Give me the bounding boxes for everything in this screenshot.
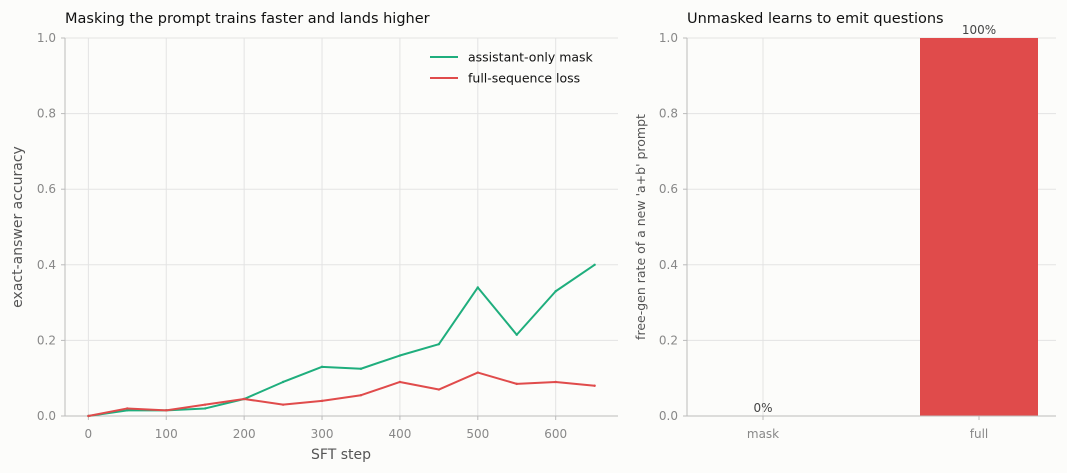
data-point [398, 354, 402, 357]
bar-full [920, 38, 1038, 416]
x-tick-label: 500 [466, 427, 489, 441]
bar-chart-bars: 0% 100% [753, 23, 1038, 416]
bar-chart-panel: 0% 100% 0.0 0.2 0.4 0.6 0.8 1.0 mask full Unmask… [633, 11, 1056, 441]
data-point [437, 342, 441, 346]
x-tick-label: full [970, 427, 989, 441]
y-tick-label: 0.4 [659, 258, 678, 272]
data-point [165, 409, 168, 412]
data-point [87, 414, 90, 418]
x-tick-label: 400 [388, 427, 411, 441]
bar-chart-axes [686, 38, 1056, 417]
line-chart-panel: 0 100 200 300 400 500 600 0.0 0.2 0.4 0.6 0.8 1.0 Ma… [10, 11, 618, 463]
x-tick-label: 600 [544, 427, 567, 441]
data-point [359, 367, 363, 370]
x-tick-label: 300 [311, 427, 334, 441]
x-tick-label: 100 [155, 427, 178, 441]
y-tick-label: 0.8 [659, 107, 678, 121]
line-chart-ticks: 0 100 200 300 400 500 600 0.0 0.2 0.4 0.6 0.8 1.0 [37, 31, 567, 441]
data-point [593, 263, 596, 266]
data-point [126, 407, 129, 410]
data-point [281, 380, 285, 384]
x-tick-label: mask [747, 427, 779, 441]
data-point [476, 286, 480, 289]
line-chart-title: Masking the prompt trains faster and lan… [65, 11, 430, 27]
data-point [242, 397, 246, 401]
bar-chart-title: Unmasked learns to emit questions [687, 11, 944, 27]
data-point [476, 371, 480, 374]
data-point [554, 380, 557, 384]
line-chart-grid [65, 37, 618, 417]
bar-value-label: 100% [962, 23, 996, 37]
data-point [515, 382, 518, 386]
bar-chart-ticks: 0.0 0.2 0.4 0.6 0.8 1.0 mask full [659, 31, 988, 441]
data-point [281, 403, 285, 406]
legend-label: assistant-only mask [468, 50, 594, 65]
data-point [359, 394, 363, 397]
data-point [203, 403, 207, 406]
y-tick-label: 0.8 [37, 107, 56, 121]
y-tick-label: 1.0 [37, 31, 56, 45]
x-tick-label: 200 [233, 427, 256, 441]
y-tick-label: 0.6 [659, 182, 678, 196]
line-chart-axes [64, 38, 618, 417]
x-tick-label: 0 [85, 427, 93, 441]
data-point [437, 388, 441, 391]
legend-label: full-sequence loss [468, 71, 580, 86]
line-chart-ylabel: exact-answer accuracy [10, 146, 26, 308]
data-point [320, 365, 324, 369]
line-chart-series [87, 263, 596, 418]
series-line-full-sequence-loss [88, 371, 595, 417]
bar-chart-ylabel: free-gen rate of a new 'a+b' prompt [633, 114, 648, 340]
data-point [398, 380, 402, 384]
y-tick-label: 0.4 [37, 258, 56, 272]
line-chart-legend: assistant-only mask full-sequence loss [430, 50, 594, 86]
y-tick-label: 0.0 [37, 409, 56, 423]
y-tick-label: 0.6 [37, 182, 56, 196]
data-point [320, 399, 324, 403]
line-chart-xlabel: SFT step [311, 447, 371, 463]
y-tick-label: 0.2 [659, 333, 678, 347]
bar-value-label: 0% [753, 401, 772, 415]
data-point [593, 384, 596, 387]
y-tick-label: 1.0 [659, 31, 678, 45]
data-point [126, 409, 129, 412]
data-point [203, 407, 207, 410]
data-point [554, 290, 557, 293]
y-tick-label: 0.2 [37, 333, 56, 347]
y-tick-label: 0.0 [659, 409, 678, 423]
data-point [515, 333, 518, 336]
